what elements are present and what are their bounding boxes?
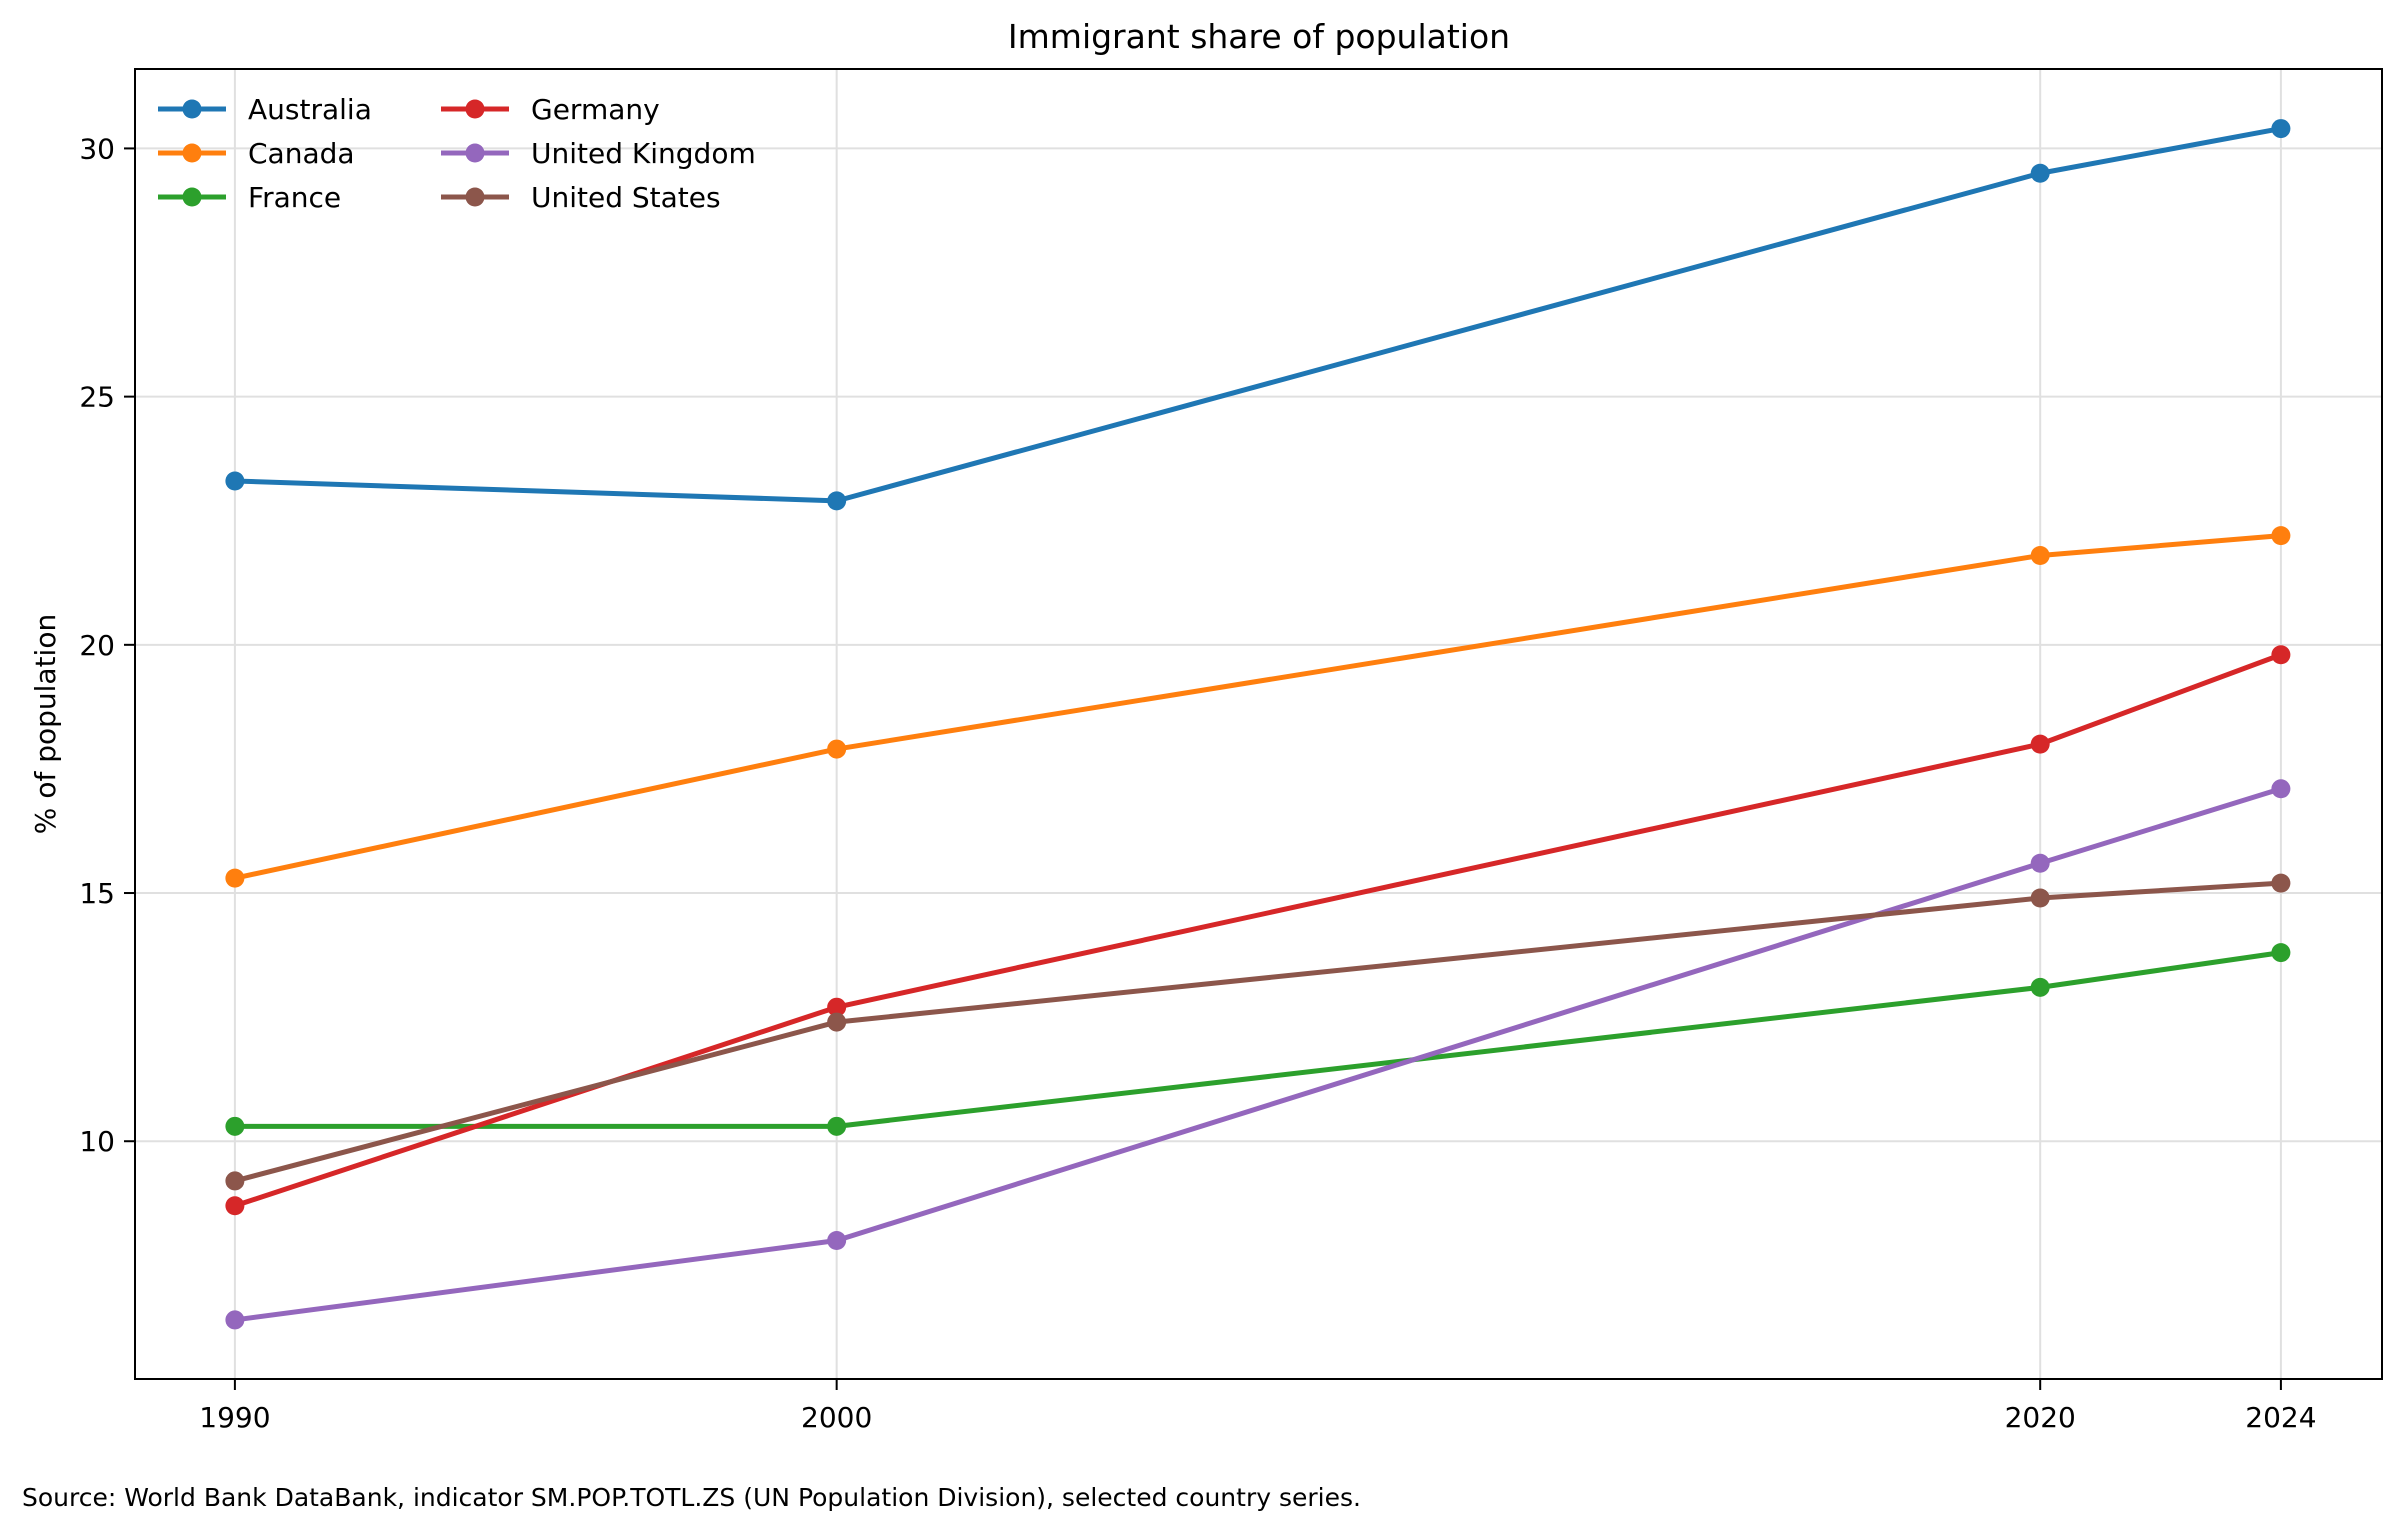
series-australia <box>225 119 2291 511</box>
legend-marker <box>465 99 485 119</box>
y-tick-label: 30 <box>79 132 115 165</box>
line-australia <box>234 126 2282 504</box>
point-united-kingdom <box>827 1231 847 1251</box>
legend-item-france: France <box>158 181 341 214</box>
point-united-states <box>225 1171 245 1191</box>
y-axis-label: % of population <box>29 614 62 834</box>
point-germany <box>2030 734 2050 754</box>
source-note: Source: World Bank DataBank, indicator S… <box>22 1483 1361 1512</box>
point-australia <box>2271 119 2291 139</box>
point-france <box>2271 943 2291 963</box>
x-tick-label: 2020 <box>2005 1401 2076 1434</box>
legend-marker <box>182 99 202 119</box>
legend-item-germany: Germany <box>441 93 660 126</box>
legend-item-united-states: United States <box>441 181 721 214</box>
series-united-states <box>225 873 2291 1191</box>
point-france <box>225 1116 245 1136</box>
legend-item-united-kingdom: United Kingdom <box>441 137 756 170</box>
series-united-kingdom <box>225 779 2291 1330</box>
series-group <box>225 119 2291 1330</box>
legend-marker <box>465 187 485 207</box>
legend-label: France <box>248 181 341 214</box>
legend-label: United States <box>531 181 721 214</box>
point-germany <box>225 1196 245 1216</box>
point-united-states <box>2271 873 2291 893</box>
y-tick-label: 15 <box>79 877 115 910</box>
line-united-states <box>234 880 2282 1184</box>
y-tick-label: 20 <box>79 629 115 662</box>
point-canada <box>827 739 847 759</box>
point-united-states <box>827 1012 847 1032</box>
point-united-kingdom <box>2030 853 2050 873</box>
line-france <box>234 950 2282 1129</box>
point-united-states <box>2030 888 2050 908</box>
point-france <box>2030 977 2050 997</box>
point-germany <box>827 997 847 1017</box>
legend-marker <box>182 143 202 163</box>
y-tick-label: 10 <box>79 1125 115 1158</box>
point-united-kingdom <box>2271 779 2291 799</box>
legend-marker <box>182 187 202 207</box>
grid <box>135 69 2382 1379</box>
x-tick-label: 2000 <box>801 1401 872 1434</box>
chart-title: Immigrant share of population <box>1008 17 1510 56</box>
legend-label: United Kingdom <box>531 137 756 170</box>
x-tick-label: 2024 <box>2245 1401 2316 1434</box>
series-canada <box>225 526 2291 888</box>
point-australia <box>2030 163 2050 183</box>
point-united-kingdom <box>225 1310 245 1330</box>
legend-marker <box>465 143 485 163</box>
line-canada <box>234 533 2282 881</box>
x-axis: 1990 2000 2020 2024 <box>199 1379 2317 1434</box>
legend-label: Australia <box>248 93 372 126</box>
legend-label: Canada <box>248 137 355 170</box>
point-australia <box>225 471 245 491</box>
point-france <box>827 1116 847 1136</box>
x-tick-label: 1990 <box>199 1401 270 1434</box>
line-united-kingdom <box>234 786 2282 1323</box>
point-canada <box>2271 526 2291 546</box>
series-germany <box>225 645 2291 1216</box>
series-france <box>225 943 2291 1136</box>
legend-item-australia: Australia <box>158 93 372 126</box>
legend-label: Germany <box>531 93 660 126</box>
line-germany <box>234 652 2282 1209</box>
point-germany <box>2271 645 2291 665</box>
legend: Australia Canada France Germany United Kingd… <box>158 93 756 214</box>
y-axis: 10 15 20 25 30 <box>79 132 135 1158</box>
point-canada <box>2030 545 2050 565</box>
point-australia <box>827 491 847 511</box>
y-tick-label: 25 <box>79 381 115 414</box>
plot-frame <box>134 68 2383 1380</box>
legend-item-canada: Canada <box>158 137 355 170</box>
point-canada <box>225 868 245 888</box>
